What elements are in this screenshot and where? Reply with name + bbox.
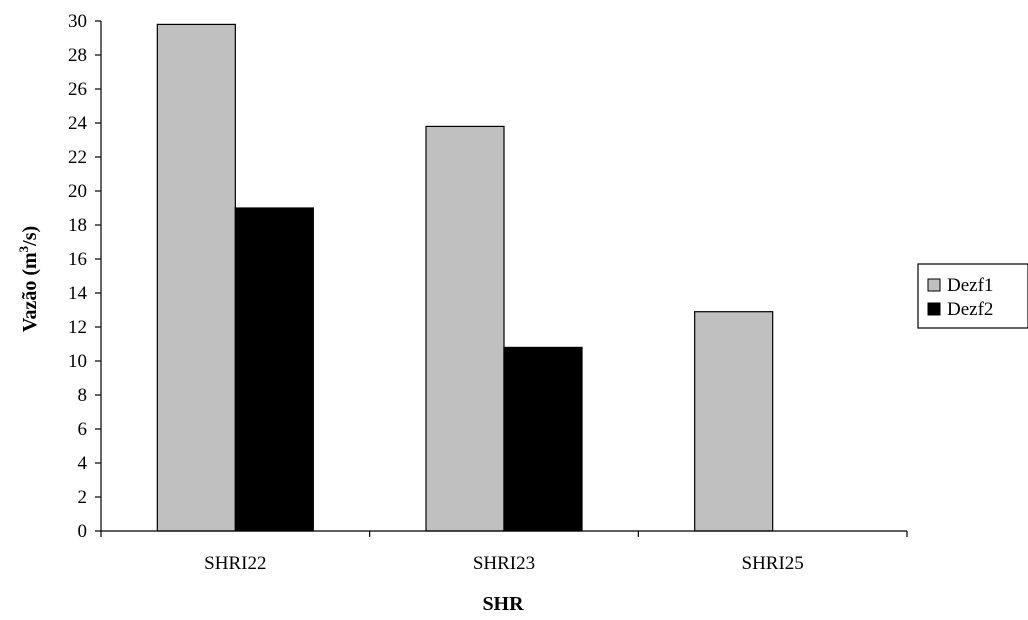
legend-box — [917, 263, 1028, 329]
y-tick-label: 18 — [68, 215, 87, 236]
y-tick-label: 4 — [78, 453, 88, 474]
x-tick-label: SHRI22 — [204, 553, 266, 574]
y-tick-label: 12 — [68, 317, 87, 338]
bar-dezf1-shri25 — [694, 311, 774, 532]
y-tick-label: 14 — [68, 283, 88, 304]
y-tick-label: 24 — [68, 113, 88, 134]
y-axis-title-main: Vazão (m — [19, 252, 41, 332]
y-axis-title-sup: 3 — [16, 245, 31, 252]
y-tick-label: 0 — [78, 521, 88, 542]
y-tick-label: 30 — [68, 11, 87, 32]
legend-label-dezf2: Dezf2 — [947, 299, 993, 320]
y-tick-label: 2 — [78, 487, 88, 508]
legend-swatch-dezf2 — [927, 302, 941, 316]
bar-dezf1-shri22 — [156, 23, 236, 532]
bars-group — [156, 23, 774, 532]
y-axis-title-suffix: /s) — [19, 226, 41, 247]
legend-label-dezf1: Dezf1 — [947, 275, 993, 296]
x-axis-title: SHR — [482, 593, 524, 615]
y-tick-label: 6 — [78, 419, 88, 440]
y-tick-label: 26 — [68, 79, 87, 100]
y-tick-label: 20 — [68, 181, 87, 202]
legend: Dezf1 Dezf2 — [917, 263, 1028, 329]
y-tick-label: 22 — [68, 147, 87, 168]
bar-dezf2-shri22 — [234, 207, 314, 532]
y-tick-label: 16 — [68, 249, 87, 270]
bar-dezf1-shri23 — [425, 125, 505, 532]
y-tick-label: 8 — [78, 385, 88, 406]
legend-swatch-dezf1 — [927, 278, 941, 292]
y-axis-title: Vazão (m3/s) — [16, 226, 41, 332]
x-tick-label: SHRI23 — [473, 553, 535, 574]
x-tick-label: SHRI25 — [742, 553, 804, 574]
y-tick-label: 10 — [68, 351, 87, 372]
y-tick-label: 28 — [68, 45, 87, 66]
bar-dezf2-shri23 — [503, 346, 583, 532]
